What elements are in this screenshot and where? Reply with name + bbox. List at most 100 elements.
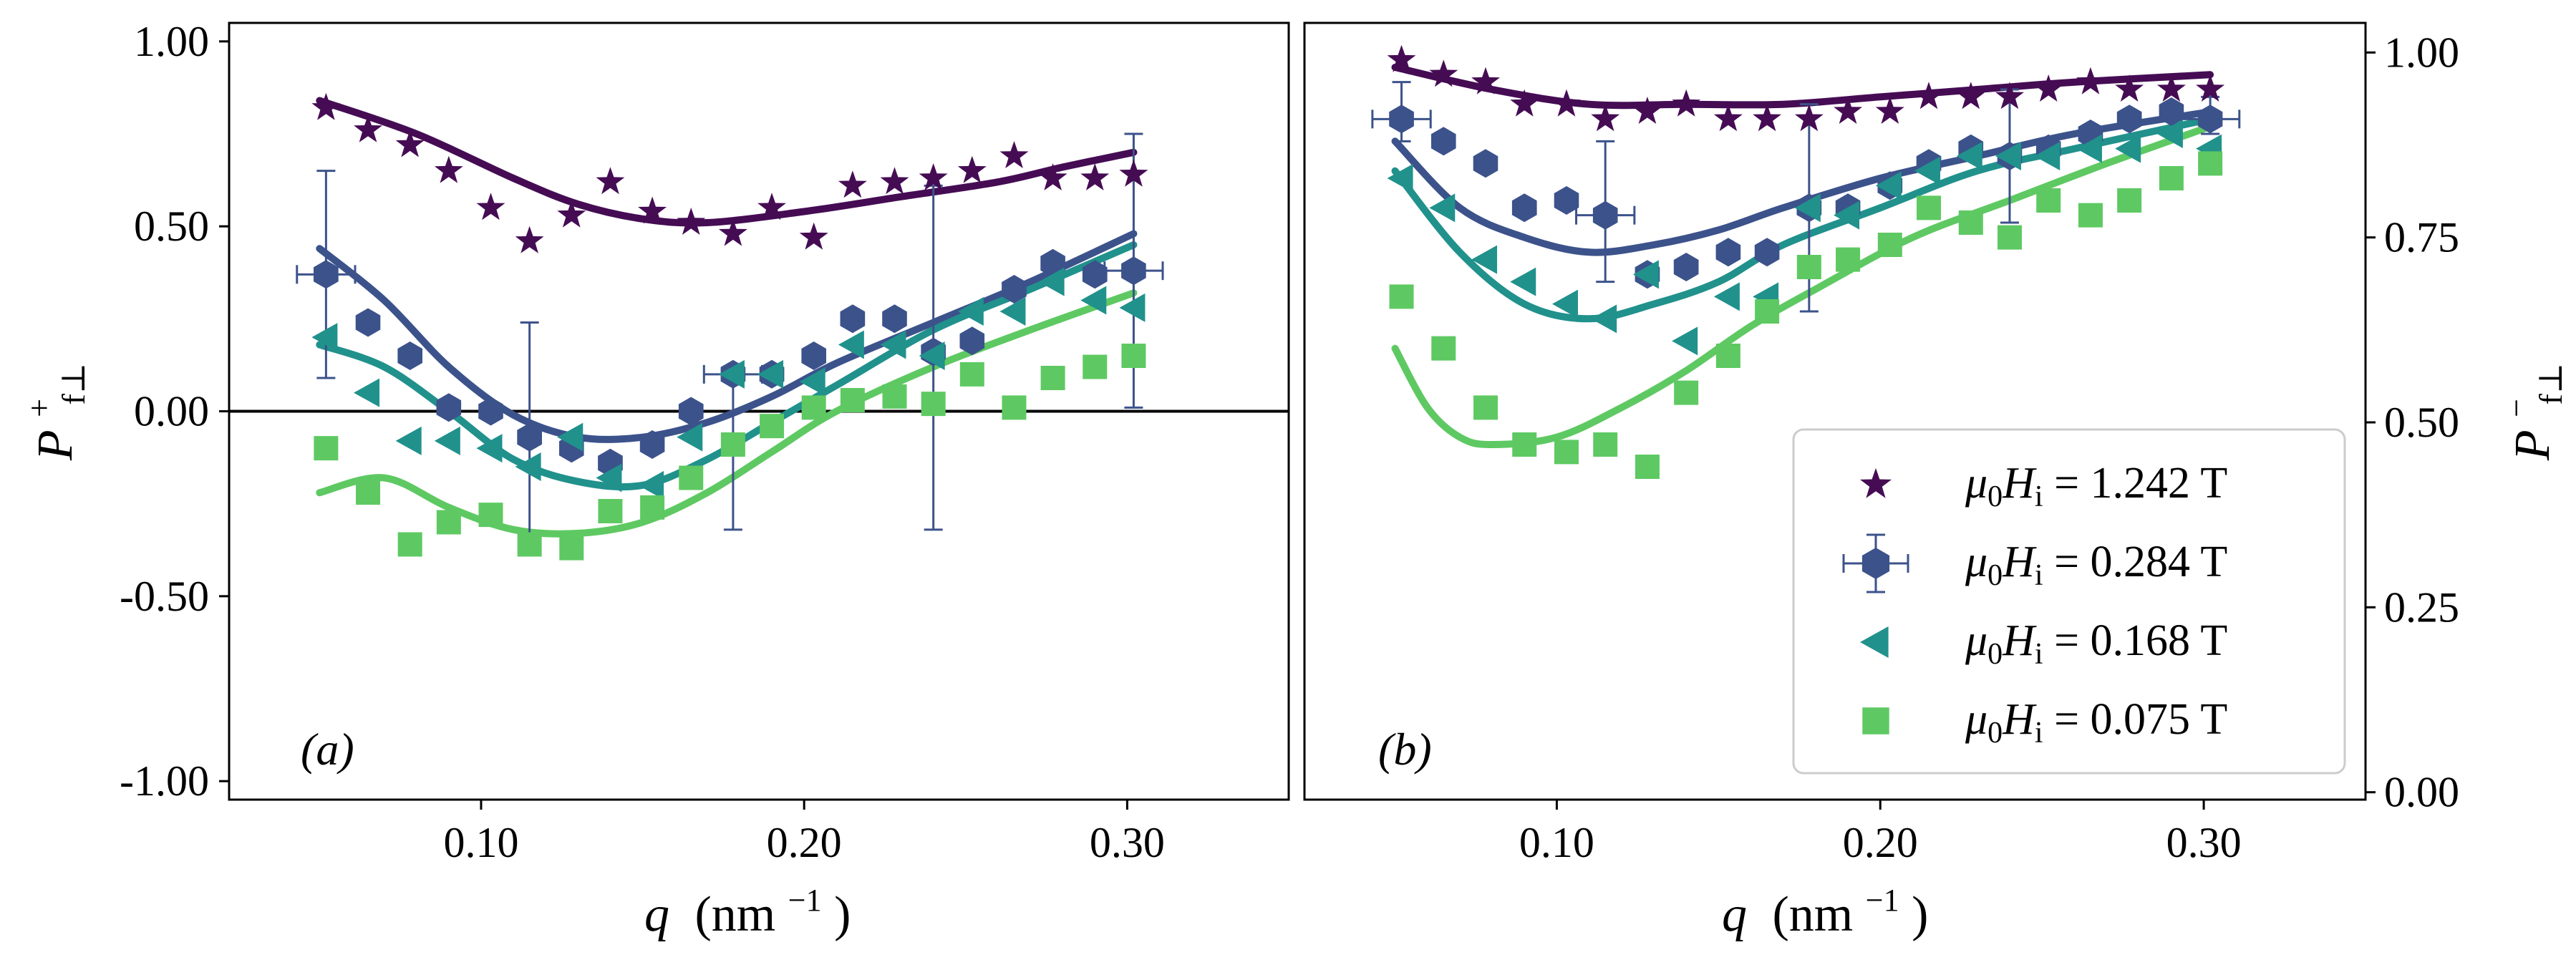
data-point-b-s1242 (1995, 82, 2024, 110)
data-point-a-s1242 (476, 193, 505, 220)
x-axis-label-b: q (nm −1 ) (1722, 867, 1928, 942)
legend-markers (1842, 467, 1909, 734)
data-point-b-s075 (2078, 203, 2103, 228)
data-point-a-s284 (355, 308, 381, 337)
data-point-a-s1242 (354, 115, 382, 142)
data-point-a-s075 (1002, 395, 1027, 420)
y-tick-label: -1.00 (120, 757, 209, 805)
data-point-b-s168 (1471, 245, 1498, 274)
data-point-b-s075 (1877, 233, 1902, 257)
data-point-a-s075 (314, 436, 339, 461)
legend-mu: μ (1965, 538, 1987, 586)
legend: μ0Hi = 1.242 T μ0Hi = 0.284 T μ0Hi = 0.1… (1792, 428, 2346, 775)
data-point-b-s1242 (2156, 74, 2186, 102)
data-point-b-s284 (1715, 238, 1741, 267)
data-point-b-s075 (1554, 440, 1579, 465)
data-point-a-s284 (678, 397, 704, 426)
y-axis-label-a-sub: f⊥ (55, 363, 92, 405)
a-axis-ticks: 0.10 0.20 0.30 1.00 0.50 0.00 -0.50 -1.00 (120, 18, 1165, 866)
data-point-b-s1242 (1753, 104, 1782, 132)
x-tick-label: 0.10 (443, 819, 518, 866)
y-axis-label-b-P: P (2505, 430, 2560, 461)
legend-var: H (2002, 616, 2037, 665)
y-tick-label: 1.00 (134, 18, 209, 65)
data-point-a-s168 (596, 463, 622, 493)
data-point-b-s075 (1389, 284, 1414, 309)
data-point-a-s075 (559, 535, 584, 561)
data-point-a-s284 (959, 326, 985, 356)
y-axis-label-b-sub: f⊥ (2532, 363, 2569, 405)
data-point-a-s1242 (999, 141, 1029, 168)
data-point-b-s168 (1834, 200, 1860, 230)
data-point-a-s168 (354, 378, 380, 407)
x-axis-label-b-q: q (1722, 887, 1747, 942)
data-point-b-s168 (1794, 193, 1821, 223)
data-point-a-s075 (760, 414, 785, 439)
data-point-b-s284 (2197, 105, 2223, 134)
a-data-points (311, 92, 1148, 561)
data-point-a-s168 (434, 426, 460, 455)
data-point-b-s075 (2159, 166, 2184, 190)
data-point-a-s168 (1038, 267, 1065, 296)
data-point-b-s075 (2198, 151, 2223, 176)
data-point-a-s168 (718, 359, 745, 389)
data-point-b-s168 (1995, 142, 2021, 170)
data-point-a-s284 (1082, 260, 1108, 289)
legend-marker-s1242 (1860, 467, 1892, 498)
x-axis-label-a: q (nm −1 ) (644, 867, 851, 942)
data-point-a-s075 (478, 503, 503, 528)
data-point-a-s284 (478, 397, 503, 426)
data-point-b-s075 (1958, 210, 1983, 235)
y-tick-label: 0.50 (2384, 399, 2459, 446)
legend-value: = 0.284 T (2043, 538, 2228, 586)
data-point-a-s168 (1080, 286, 1107, 315)
data-point-b-s168 (2115, 134, 2141, 163)
y-tick-label: 0.00 (134, 388, 209, 435)
data-point-b-s168 (1429, 193, 1456, 223)
data-point-a-s075 (921, 392, 946, 417)
data-point-b-s1242 (1510, 89, 1539, 117)
x-axis-label-a-close: ) (834, 887, 851, 942)
data-point-a-s284 (517, 422, 542, 452)
y-axis-label-a-P: P (28, 430, 83, 461)
data-point-b-s1242 (1794, 104, 1824, 132)
legend-mu: μ (1965, 459, 1987, 508)
data-point-a-s168 (919, 341, 945, 370)
data-point-a-s1242 (1119, 159, 1148, 187)
data-point-b-s1242 (1914, 82, 1943, 110)
data-point-b-s284 (1592, 200, 1618, 230)
data-point-b-s168 (1632, 260, 1659, 289)
data-point-b-s284 (1389, 105, 1414, 134)
data-point-a-s075 (1040, 366, 1065, 390)
plot-frame-b (1303, 21, 2367, 801)
data-point-a-s168 (838, 330, 864, 359)
data-point-b-s168 (2034, 142, 2061, 170)
data-point-a-s075 (720, 432, 745, 457)
data-point-a-s284 (639, 430, 665, 459)
data-point-b-s1242 (1672, 89, 1701, 117)
data-point-a-s168 (677, 422, 703, 452)
data-point-a-s075 (1083, 354, 1108, 379)
data-point-b-s168 (1914, 156, 1941, 185)
x-tick-label: 0.20 (767, 819, 842, 866)
x-tick-label: 0.30 (2166, 819, 2242, 866)
data-point-a-s1242 (677, 208, 706, 235)
data-point-b-s075 (1674, 380, 1699, 405)
legend-var: H (2002, 538, 2037, 586)
data-point-b-s284 (1754, 238, 1780, 267)
data-point-b-s1242 (1713, 104, 1743, 132)
data-point-a-s284 (840, 304, 866, 334)
legend-label-075: μ0Hi = 0.075 T (1965, 695, 2227, 750)
data-point-b-s284 (1554, 186, 1579, 215)
data-point-a-s284 (1002, 275, 1027, 304)
x-axis-label-b-close: ) (1912, 887, 1928, 942)
y-tick-label: 0.25 (2384, 583, 2459, 631)
data-point-b-s075 (1917, 195, 1942, 220)
data-point-a-s168 (1119, 293, 1146, 322)
data-point-a-s1242 (919, 163, 948, 190)
data-point-b-s168 (1551, 289, 1578, 319)
data-point-a-s075 (801, 395, 826, 420)
data-point-b-s168 (1713, 282, 1740, 311)
data-point-a-s1242 (596, 167, 625, 195)
